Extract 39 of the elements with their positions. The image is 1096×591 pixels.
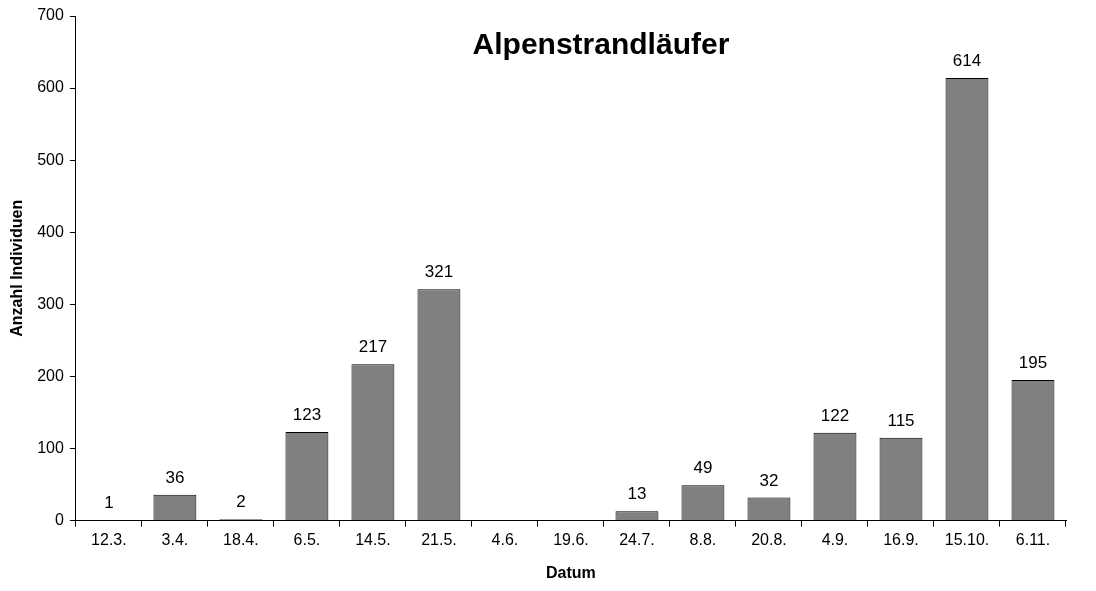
data-label: 614 bbox=[952, 51, 982, 71]
chart-title: Alpenstrandläufer bbox=[472, 27, 730, 61]
x-tick-label: 8.8. bbox=[689, 530, 717, 548]
x-tick-label: 15.10. bbox=[944, 530, 990, 548]
data-label: 195 bbox=[1018, 353, 1048, 373]
x-axis-title: Datum bbox=[546, 563, 596, 581]
x-tick-label: 12.3. bbox=[91, 530, 127, 548]
y-tick-label: 400 bbox=[37, 222, 64, 240]
y-tick-label: 0 bbox=[54, 511, 64, 529]
x-tick-label: 4.9. bbox=[821, 530, 849, 548]
data-label: 1 bbox=[104, 493, 114, 513]
y-tick-label: 100 bbox=[37, 438, 64, 456]
data-label: 13 bbox=[627, 484, 647, 504]
data-label: 36 bbox=[165, 467, 185, 487]
x-tick-label: 4.6. bbox=[491, 530, 519, 548]
x-tick-label: 14.5. bbox=[355, 530, 391, 548]
y-axis-title: Anzahl Individuen bbox=[8, 199, 26, 337]
data-label: 115 bbox=[887, 410, 915, 430]
y-tick-label: 300 bbox=[37, 294, 64, 312]
x-tick-label: 6.5. bbox=[293, 530, 321, 548]
x-tick-label: 3.4. bbox=[161, 530, 189, 548]
data-label: 49 bbox=[693, 458, 713, 478]
x-tick-label: 20.8. bbox=[751, 530, 787, 548]
x-tick-label: 19.6. bbox=[553, 530, 589, 548]
data-label: 217 bbox=[358, 337, 388, 357]
data-label: 123 bbox=[292, 405, 322, 425]
x-tick-label: 24.7. bbox=[619, 530, 655, 548]
data-label: 321 bbox=[424, 262, 454, 282]
y-tick-label: 200 bbox=[37, 366, 64, 384]
x-tick-label: 6.11. bbox=[1015, 530, 1051, 548]
x-tick-label: 18.4. bbox=[223, 530, 259, 548]
x-tick-label: 21.5. bbox=[421, 530, 457, 548]
y-tick-label: 500 bbox=[37, 150, 64, 168]
x-tick-label: 16.9. bbox=[883, 530, 919, 548]
y-tick-label: 600 bbox=[37, 78, 64, 96]
data-label: 32 bbox=[759, 470, 779, 490]
data-label: 2 bbox=[236, 492, 246, 512]
y-tick-label: 700 bbox=[37, 6, 64, 24]
data-label: 122 bbox=[820, 405, 850, 425]
